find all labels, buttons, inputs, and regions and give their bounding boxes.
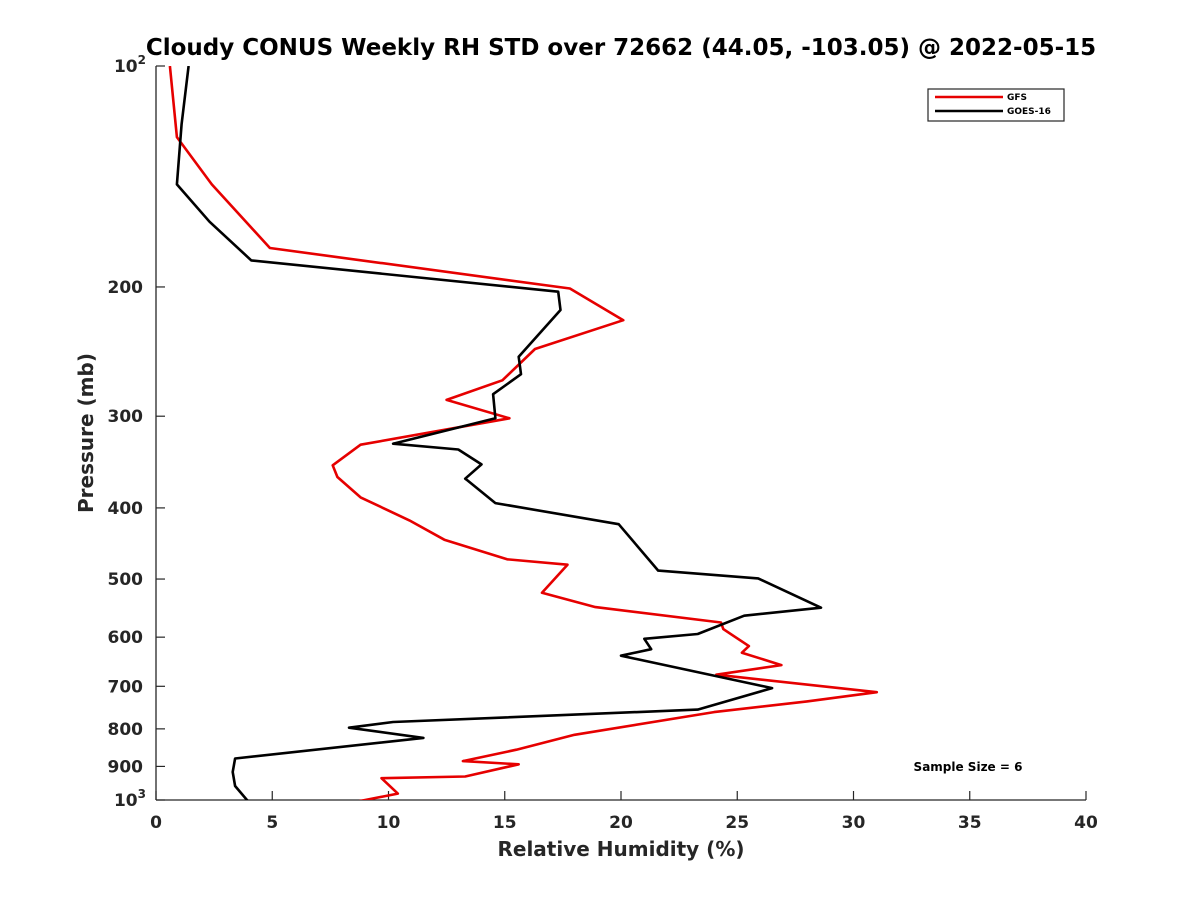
x-tick-label: 40 <box>1074 813 1098 833</box>
y-tick-label: 800 <box>108 720 144 740</box>
x-tick-label: 25 <box>725 813 749 833</box>
x-tick-label: 5 <box>266 813 278 833</box>
y-tick-label: 400 <box>108 499 144 519</box>
x-axis-label: Relative Humidity (%) <box>497 837 744 861</box>
x-tick-label: 10 <box>377 813 401 833</box>
y-tick-label: 102 <box>114 53 146 77</box>
y-tick-label: 200 <box>108 278 144 298</box>
y-tick-label: 300 <box>108 407 144 427</box>
y-tick-label: 700 <box>108 677 144 697</box>
y-axis-label: Pressure (mb) <box>74 353 98 513</box>
axes <box>155 66 1086 801</box>
legend: GFS GOES-16 <box>927 88 1065 122</box>
x-tick-label: 15 <box>493 813 517 833</box>
series-layer <box>168 66 879 800</box>
x-tick-label: 35 <box>958 813 982 833</box>
y-tick-label: 103 <box>114 787 146 811</box>
y-tick-label: 600 <box>108 628 144 648</box>
y-tick-label: 500 <box>108 570 144 590</box>
y-tick-label: 900 <box>108 757 144 777</box>
legend-label-goes16: GOES-16 <box>1007 107 1051 117</box>
series-line-gfs <box>168 66 879 800</box>
legend-label-gfs: GFS <box>1007 93 1027 103</box>
x-ticks: 0 5 10 15 20 25 30 35 40 <box>150 791 1098 833</box>
y-ticks: 102 200 300 400 500 600 700 800 900 103 <box>108 53 165 811</box>
sample-size-annotation: Sample Size = 6 <box>914 760 1023 774</box>
x-tick-label: 30 <box>842 813 866 833</box>
chart-title: Cloudy CONUS Weekly RH STD over 72662 (4… <box>146 35 1096 61</box>
legend-box <box>927 88 1065 122</box>
series-line-goes16 <box>175 66 823 800</box>
x-tick-label: 20 <box>609 813 633 833</box>
x-tick-label: 0 <box>150 813 162 833</box>
